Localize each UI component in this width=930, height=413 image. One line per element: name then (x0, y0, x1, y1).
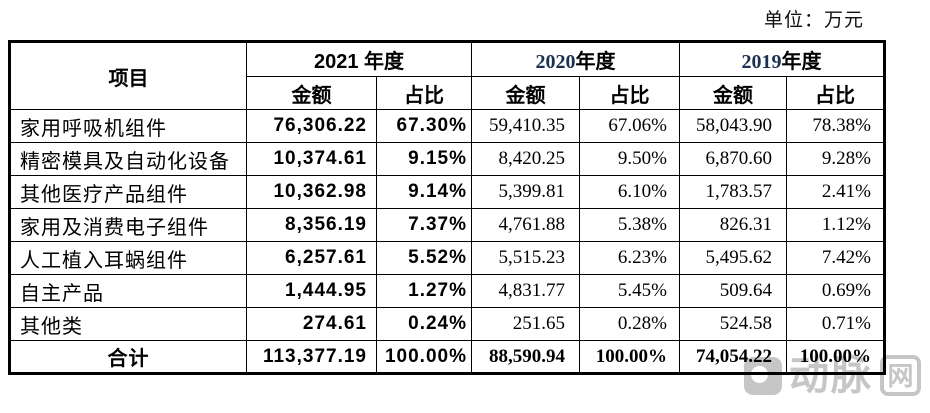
amount-2020: 5,399.81 (471, 175, 580, 209)
column-header-year-2019: 2019年度 (679, 41, 885, 77)
ratio-2020: 67.06% (579, 109, 680, 143)
table-row: 自主产品 1,444.95 1.27% 4,831.77 5.45% 509.6… (9, 274, 885, 308)
total-ratio-2019: 100.00% (786, 340, 885, 374)
ratio-2019: 9.28% (786, 142, 885, 176)
amount-2020: 251.65 (471, 307, 580, 341)
year-2019-digits: 2019 (741, 51, 782, 73)
ratio-2021: 9.15% (376, 142, 472, 176)
total-label: 合计 (9, 340, 247, 374)
ratio-2021: 67.30% (376, 109, 472, 143)
year-2021-digits: 2021 (313, 51, 365, 73)
table-row: 其他类 274.61 0.24% 251.65 0.28% 524.58 0.7… (9, 307, 885, 341)
amount-2021: 274.61 (246, 307, 377, 341)
table-row: 精密模具及自动化设备 10,374.61 9.15% 8,420.25 9.50… (9, 142, 885, 176)
row-label: 人工植入耳蜗组件 (9, 241, 247, 275)
amount-2019: 6,870.60 (679, 142, 787, 176)
column-header-item: 项目 (9, 41, 247, 110)
amount-2019: 1,783.57 (679, 175, 787, 209)
table-header-sub-row: 金额 占比 金额 占比 金额 占比 (10, 76, 885, 110)
ratio-2020: 6.10% (579, 175, 680, 209)
table-row: 人工植入耳蜗组件 6,257.61 5.52% 5,515.23 6.23% 5… (9, 241, 885, 275)
amount-2019: 826.31 (679, 208, 787, 242)
year-2019-suffix: 年度 (781, 51, 822, 73)
subheader-ratio-2020: 占比 (579, 76, 680, 110)
ratio-2020: 5.38% (579, 208, 680, 242)
row-label: 家用及消费电子组件 (9, 208, 247, 242)
amount-2020: 4,761.88 (471, 208, 580, 242)
subheader-ratio-2021: 占比 (376, 76, 472, 110)
ratio-2020: 5.45% (579, 274, 680, 308)
ratio-2020: 9.50% (579, 142, 680, 176)
amount-2021: 1,444.95 (246, 274, 377, 308)
table-total-row: 合计 113,377.19 100.00% 88,590.94 100.00% … (9, 340, 885, 374)
revenue-breakdown-table: 项目 2021 年度 2020年度 2019年度 金额 占比 金额 占比 金额 … (8, 40, 886, 375)
amount-2021: 10,374.61 (246, 142, 377, 176)
amount-2021: 76,306.22 (246, 109, 377, 143)
ratio-2020: 6.23% (579, 241, 680, 275)
total-amount-2020: 88,590.94 (471, 340, 580, 374)
amount-2021: 6,257.61 (246, 241, 377, 275)
row-label: 自主产品 (9, 274, 247, 308)
subheader-amount-2021: 金额 (246, 76, 377, 110)
total-amount-2021: 113,377.19 (246, 340, 377, 374)
ratio-2021: 1.27% (376, 274, 472, 308)
unit-label: 单位：万元 (763, 10, 864, 31)
column-header-year-2021: 2021 年度 (246, 41, 472, 77)
year-2020-suffix: 年度 (575, 51, 616, 73)
subheader-amount-2019: 金额 (679, 76, 787, 110)
amount-2020: 4,831.77 (471, 274, 580, 308)
ratio-2020: 0.28% (579, 307, 680, 341)
year-2021-suffix: 年度 (364, 51, 405, 73)
amount-2019: 524.58 (679, 307, 787, 341)
table-header-year-row: 项目 2021 年度 2020年度 2019年度 (9, 41, 885, 110)
ratio-2019: 2.41% (786, 175, 885, 209)
ratio-2019: 7.42% (786, 241, 885, 275)
ratio-2019: 0.71% (786, 307, 885, 341)
amount-2019: 509.64 (679, 274, 787, 308)
amount-2020: 5,515.23 (471, 241, 580, 275)
watermark-boxed-char: 网 (880, 355, 921, 396)
row-label: 精密模具及自动化设备 (9, 142, 247, 176)
ratio-2021: 9.14% (376, 175, 472, 209)
year-2020-digits: 2020 (535, 51, 576, 73)
row-label: 家用呼吸机组件 (9, 109, 247, 143)
row-label: 其他类 (9, 307, 247, 341)
amount-2021: 10,362.98 (246, 175, 377, 209)
ratio-2021: 7.37% (376, 208, 472, 242)
table-row: 其他医疗产品组件 10,362.98 9.14% 5,399.81 6.10% … (9, 175, 885, 209)
subheader-amount-2020: 金额 (471, 76, 580, 110)
total-amount-2019: 74,054.22 (679, 340, 787, 374)
row-label: 其他医疗产品组件 (9, 175, 247, 209)
ratio-2021: 0.24% (376, 307, 472, 341)
table-row: 家用及消费电子组件 8,356.19 7.37% 4,761.88 5.38% … (9, 208, 885, 242)
amount-2019: 5,495.62 (679, 241, 787, 275)
total-ratio-2020: 100.00% (579, 340, 680, 374)
amount-2020: 59,410.35 (471, 109, 580, 143)
table-row: 家用呼吸机组件 76,306.22 67.30% 59,410.35 67.06… (9, 109, 885, 143)
subheader-ratio-2019: 占比 (786, 76, 885, 110)
ratio-2021: 5.52% (376, 241, 472, 275)
ratio-2019: 1.12% (786, 208, 885, 242)
column-header-year-2020: 2020年度 (471, 41, 680, 77)
amount-2020: 8,420.25 (471, 142, 580, 176)
total-ratio-2021: 100.00% (376, 340, 472, 374)
amount-2021: 8,356.19 (246, 208, 377, 242)
ratio-2019: 0.69% (786, 274, 885, 308)
ratio-2019: 78.38% (786, 109, 885, 143)
amount-2019: 58,043.90 (679, 109, 787, 143)
